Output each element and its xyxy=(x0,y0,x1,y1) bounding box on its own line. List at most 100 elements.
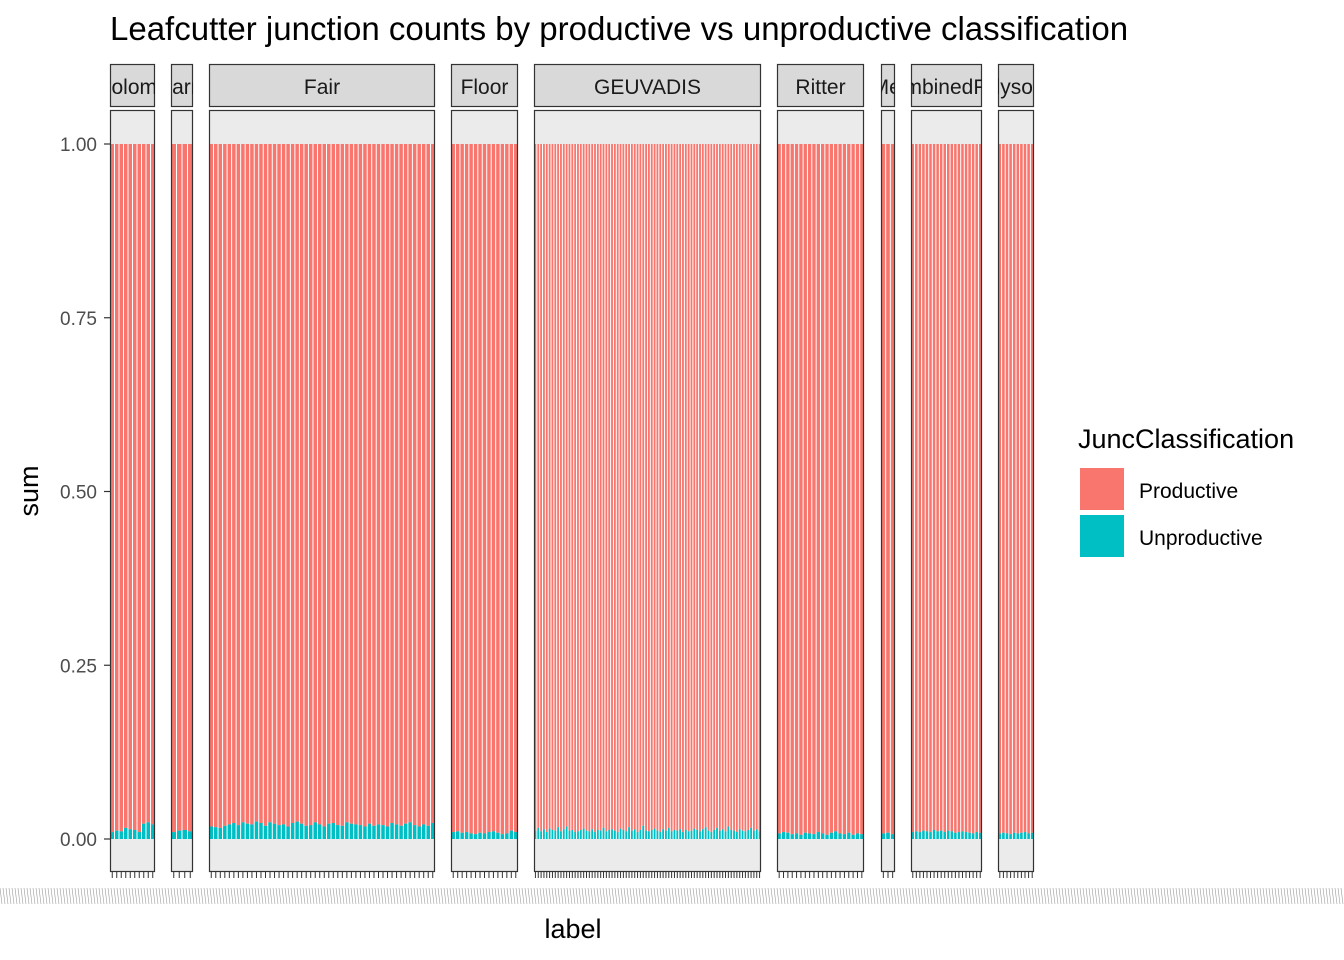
x-label-scribble xyxy=(17,887,21,905)
x-label-scribble xyxy=(131,887,135,905)
bar-productive xyxy=(1001,144,1006,833)
x-label-scribble xyxy=(818,887,822,905)
x-label-scribble xyxy=(575,887,579,905)
bar-productive xyxy=(459,144,465,833)
x-label-scribble xyxy=(179,887,183,905)
bar-productive xyxy=(358,144,363,826)
bar-unproductive xyxy=(820,833,825,839)
x-label-scribble xyxy=(740,887,744,905)
x-label-scribble xyxy=(980,887,984,905)
x-label-scribble xyxy=(833,887,837,905)
x-label-scribble xyxy=(710,887,714,905)
facet-strip-label: Floor xyxy=(461,76,509,99)
bar-unproductive xyxy=(335,825,341,839)
x-label-scribble xyxy=(1259,887,1263,905)
x-label-scribble xyxy=(617,887,621,905)
facet-strip xyxy=(880,63,896,108)
bar-unproductive xyxy=(385,826,390,839)
bar-productive xyxy=(721,144,725,830)
bar-productive xyxy=(285,144,291,827)
facet-bars xyxy=(911,144,982,839)
bar-productive xyxy=(935,144,940,832)
bar-productive xyxy=(562,144,566,830)
bar-unproductive xyxy=(491,831,496,839)
x-label-scribble xyxy=(1034,887,1038,905)
x-label-scribble xyxy=(1040,887,1044,905)
x-label-scribble xyxy=(1166,887,1170,905)
bar-productive xyxy=(1026,144,1031,834)
x-label-scribble xyxy=(926,887,930,905)
bar-unproductive xyxy=(842,834,847,839)
bar-unproductive xyxy=(721,829,725,839)
x-label-scribble xyxy=(1340,887,1344,905)
x-label-scribble xyxy=(629,887,633,905)
x-label-scribble xyxy=(407,887,411,905)
x-label-scribble xyxy=(1229,887,1233,905)
x-label-scribble xyxy=(1190,887,1194,905)
bar-productive xyxy=(182,144,188,830)
bar-productive xyxy=(322,144,327,827)
bar-productive xyxy=(534,144,537,831)
bar-unproductive xyxy=(619,828,622,839)
bar-unproductive xyxy=(752,830,756,839)
bar-productive xyxy=(803,144,808,833)
panel-border xyxy=(208,109,436,873)
x-label-scribble xyxy=(764,887,768,905)
x-label-scribble xyxy=(869,887,873,905)
x-label-scribble xyxy=(599,887,603,905)
panel-border xyxy=(910,109,983,873)
bar-productive xyxy=(553,144,557,831)
bar-unproductive xyxy=(340,825,345,839)
x-label-scribble xyxy=(1043,887,1047,905)
x-label-scribble xyxy=(95,887,99,905)
facet-strip xyxy=(533,63,762,108)
x-label-scribble xyxy=(770,887,774,905)
x-label-scribble xyxy=(722,887,726,905)
x-label-scribble xyxy=(557,887,561,905)
x-label-scribble xyxy=(776,887,780,905)
x-label-scribble xyxy=(875,887,879,905)
facet-strip-label: Polysome xyxy=(970,76,1062,99)
bar-productive xyxy=(667,144,671,828)
x-label-scribble xyxy=(626,887,630,905)
y-axis-title: sum xyxy=(14,465,44,516)
bar-productive xyxy=(326,144,332,824)
panel-border xyxy=(880,109,896,873)
x-label-scribble xyxy=(551,887,555,905)
x-label-scribble xyxy=(908,887,912,905)
bar-productive xyxy=(389,144,395,824)
bar-unproductive xyxy=(312,822,318,839)
bar-unproductive xyxy=(964,832,968,839)
x-label-scribble xyxy=(1334,887,1338,905)
x-label-scribble xyxy=(146,887,150,905)
bar-productive xyxy=(650,144,654,830)
bar-productive xyxy=(735,144,739,833)
bar-unproductive xyxy=(650,829,654,839)
bar-productive xyxy=(486,144,492,833)
bar-unproductive xyxy=(290,823,295,839)
y-tick-label: 0.00 xyxy=(60,830,97,851)
x-label-scribble xyxy=(983,887,987,905)
bar-productive xyxy=(675,144,679,831)
x-label-scribble xyxy=(467,887,471,905)
bar-unproductive xyxy=(593,832,597,839)
bar-productive xyxy=(698,144,702,832)
x-label-scribble xyxy=(1151,887,1155,905)
bar-productive xyxy=(276,144,282,826)
x-label-scribble xyxy=(758,887,762,905)
bar-unproductive xyxy=(403,823,408,839)
x-label-scribble xyxy=(278,887,282,905)
x-label-scribble xyxy=(1154,887,1158,905)
facet-strip xyxy=(450,63,519,108)
bar-unproductive xyxy=(568,830,571,839)
bar-productive xyxy=(464,144,469,833)
x-label-scribble xyxy=(1004,887,1008,905)
bar-unproductive xyxy=(1030,832,1034,839)
x-label-scribble xyxy=(275,887,279,905)
bar-productive xyxy=(758,144,761,832)
x-label-scribble xyxy=(1028,887,1032,905)
bar-productive xyxy=(473,144,478,835)
x-label-scribble xyxy=(587,887,591,905)
bar-unproductive xyxy=(534,830,537,839)
facet-strip-label: Huie-MedFrac xyxy=(821,76,954,99)
